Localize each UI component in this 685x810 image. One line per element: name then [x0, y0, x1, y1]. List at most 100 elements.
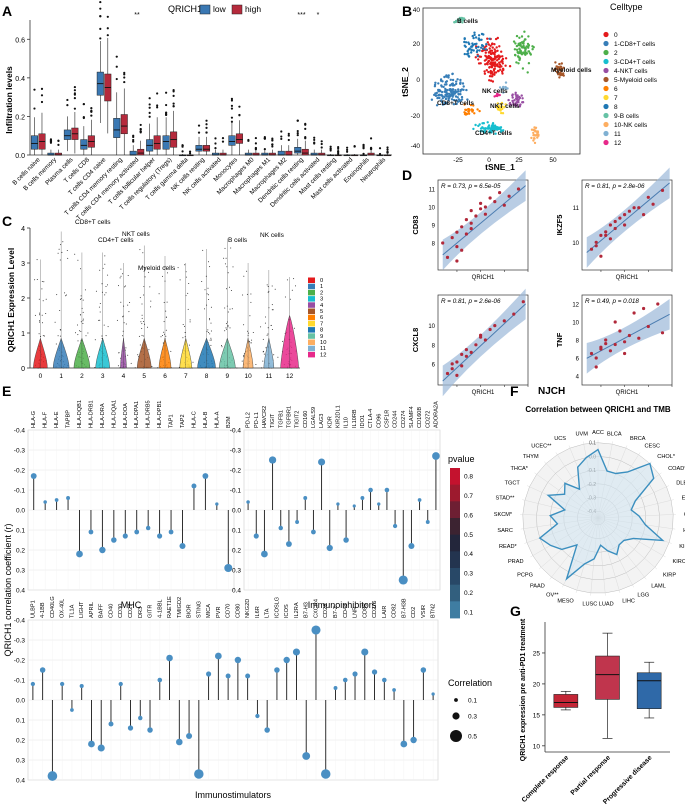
panel-c-jitter-point — [201, 281, 202, 282]
panel-d-ytick: 11 — [573, 206, 580, 212]
panel-b-point — [516, 97, 518, 99]
panel-d-xlabel: QRICH1 — [472, 275, 495, 281]
panel-c-jitter-point — [39, 333, 40, 334]
panel-b-point — [460, 89, 462, 91]
panel-c-jitter-point — [43, 281, 44, 282]
panel-e-ytick: 0.3 — [16, 758, 25, 765]
panel-e-label: HLA-DRB1 — [88, 400, 94, 428]
panel-a-outlier — [222, 141, 224, 143]
panel-d-ytick: 12 — [572, 303, 579, 309]
panel-b-point — [516, 49, 518, 51]
panel-c-jitter-point — [42, 322, 43, 323]
panel-c-jitter-point — [268, 286, 269, 287]
panel-c-jitter-point — [117, 320, 118, 321]
panel-e-size-legend: 0.10.30.5 — [450, 698, 477, 743]
panel-b-legend-label: 9-B cells — [614, 113, 640, 120]
panel-d-point — [599, 234, 602, 237]
panel-c-jitter-point — [37, 259, 38, 260]
panel-d-point — [474, 343, 477, 346]
panel-d-point — [484, 338, 487, 341]
panel-c-legend-label: 3 — [320, 297, 323, 303]
panel-b-point — [472, 37, 474, 39]
panel-e-label: B7-2 — [333, 606, 339, 618]
panel-a-outlier — [337, 146, 339, 148]
panel-e-ytick: 0.1 — [16, 528, 25, 535]
panel-c-jitter-point — [60, 260, 61, 261]
panel-f-category: PCPG — [517, 572, 533, 578]
panel-e-dot — [206, 671, 211, 676]
panel-b-point — [486, 69, 488, 71]
panel-c-jitter-point — [271, 325, 272, 326]
panel-b-legend-label: 0 — [614, 32, 618, 39]
panel-a-outlier — [271, 137, 273, 139]
panel-c-jitter-point — [223, 258, 224, 259]
panel-e-dot — [408, 543, 414, 549]
panel-c-legend-swatch — [308, 309, 315, 315]
panel-b-point — [493, 43, 495, 45]
panel-b-point — [527, 71, 529, 73]
panel-d-point — [604, 338, 607, 341]
panel-b-point — [498, 45, 500, 47]
panel-e-ylabel: QRICH1 correlation coefficient (r) — [3, 524, 13, 657]
panel-c-jitter-point — [147, 327, 148, 328]
panel-e-colorbar-label: 0.7 — [464, 493, 473, 500]
panel-c-legend-swatch — [308, 333, 315, 339]
panel-e-label: OX-40L — [60, 599, 66, 618]
panel-c-jitter-point — [77, 260, 78, 261]
panel-a-outlier — [149, 107, 151, 109]
panel-a-box-high — [286, 151, 293, 155]
panel-b-ylabel: tSNE_2 — [400, 67, 410, 97]
panel-b-point — [490, 80, 492, 82]
panel-c-jitter-point — [118, 285, 119, 286]
panel-b-legend-dot — [603, 122, 608, 127]
panel-a-outlier — [41, 101, 43, 103]
panel-b-point — [484, 73, 486, 75]
panel-c-jitter-point — [226, 258, 227, 259]
panel-c-jitter-point — [249, 315, 250, 316]
panel-c-jitter-point — [139, 249, 140, 250]
panel-b-point — [478, 49, 480, 51]
panel-b-point — [433, 94, 435, 96]
panel-e-dot — [283, 657, 289, 663]
panel-b-point — [495, 71, 497, 73]
panel-a-outlier — [313, 142, 315, 144]
panel-e-label: HLA-G — [31, 411, 37, 428]
panel-b-point — [502, 112, 504, 114]
panel-e-label: CD276 — [372, 601, 378, 618]
panel-a-outlier — [214, 142, 216, 144]
panel-c-jitter-point — [230, 309, 231, 310]
panel-b-point — [482, 45, 484, 47]
panel-c-legend-swatch — [308, 296, 315, 302]
panel-b-point — [514, 54, 516, 56]
panel-e-dot — [321, 769, 330, 778]
panel-a-outlier — [321, 146, 323, 148]
panel-c-jitter-point — [210, 338, 211, 339]
panel-b-point — [558, 76, 560, 78]
panel-f-title: Correlation between QRICH1 and TMB — [525, 405, 671, 414]
panel-c-jitter-point — [250, 294, 251, 295]
panel-e-dot — [99, 547, 105, 553]
panel-c-jitter-point — [39, 320, 40, 321]
panel-b-point — [452, 79, 454, 81]
panel-f-category: BLCA — [607, 432, 622, 438]
panel-f-category: BRCA — [630, 436, 646, 442]
panel-g-xlabel: Complete response — [521, 754, 571, 804]
panel-c-jitter-point — [150, 301, 151, 302]
panel-b-point — [534, 142, 536, 144]
panel-c-jitter-point — [45, 313, 46, 314]
panel-b-point — [528, 44, 530, 46]
panel-e-label: ULBP1 — [30, 600, 36, 618]
panel-e-dot — [80, 684, 84, 688]
panel-f-category: STAD** — [496, 496, 516, 502]
panel-e-size-label: 0.5 — [468, 734, 477, 741]
panel-c-jitter-point — [39, 322, 40, 323]
panel-e-label: HLA-C — [191, 411, 197, 428]
panel-b-legend-label: 3-CD4+T cells — [614, 59, 656, 66]
panel-e-ytick: -0.1 — [14, 488, 26, 495]
panel-e-dot — [352, 671, 357, 676]
panel-f-category: DLBC — [676, 480, 685, 486]
panel-b-point — [522, 46, 524, 48]
panel-c-annotation: CD8+T cells — [75, 219, 111, 226]
panel-b-point — [485, 52, 487, 54]
